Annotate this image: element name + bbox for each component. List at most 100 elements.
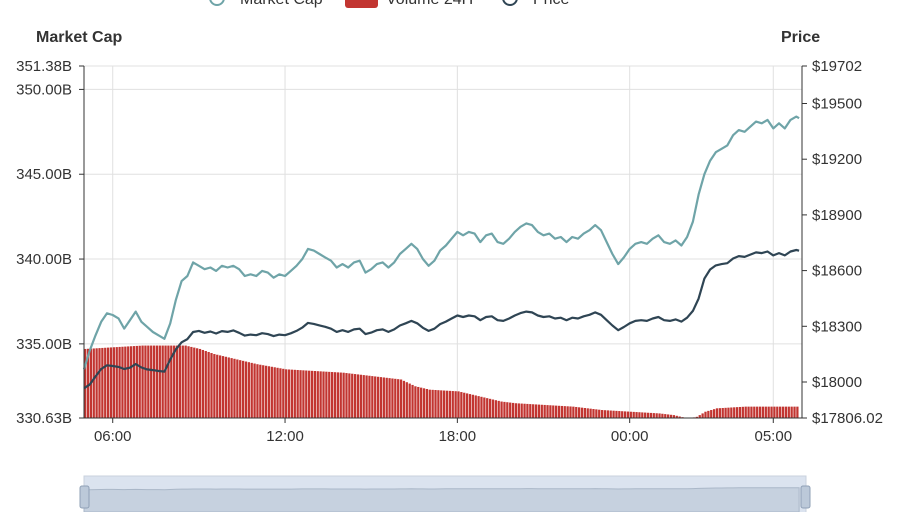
legend-label-price: Price (533, 0, 570, 8)
volume-bar (391, 378, 394, 418)
volume-bar (121, 346, 124, 418)
volume-bar (104, 347, 107, 418)
volume-bar (135, 345, 138, 418)
volume-bar (575, 406, 578, 418)
volume-bar (106, 347, 110, 418)
volume-bar (529, 404, 532, 418)
volume-bar (563, 406, 566, 418)
volume-bar (747, 406, 750, 418)
volume-bar (239, 360, 242, 418)
volume-bars (84, 345, 799, 418)
volume-bar (491, 399, 495, 418)
volume-bar (583, 407, 586, 418)
left-tick-label: 345.00B (16, 166, 72, 183)
right-axis-title: Price (781, 29, 820, 46)
volume-bar (621, 411, 624, 418)
volume-bar (333, 372, 337, 418)
volume-bar (779, 406, 782, 418)
volume-bar (218, 355, 222, 418)
volume-bar (124, 346, 127, 418)
legend-item-market-cap[interactable]: Market Cap (202, 0, 323, 8)
volume-bar (259, 364, 262, 418)
volume-bar (405, 382, 408, 418)
volume-bar (615, 410, 618, 418)
volume-bar (497, 400, 500, 418)
volume-bar (345, 373, 348, 418)
volume-bar (540, 404, 543, 418)
volume-bar (101, 347, 104, 418)
volume-bar (339, 372, 342, 418)
volume-bar (362, 375, 365, 418)
legend-item-price[interactable]: Price (495, 0, 570, 8)
left-tick-label: 340.00B (16, 251, 72, 268)
volume-bar (698, 415, 701, 418)
volume-bar (646, 412, 650, 418)
volume-bar (612, 410, 615, 418)
volume-bar (672, 415, 676, 418)
volume-bar (109, 347, 113, 418)
axes (79, 65, 807, 423)
volume-bar (600, 410, 604, 418)
volume-bar (468, 394, 472, 418)
legend[interactable]: Market Cap Volume 24H Price (202, 0, 570, 8)
data-zoom-slider[interactable] (79, 475, 811, 512)
volume-bar (175, 345, 179, 418)
volume-bar (710, 410, 713, 418)
volume-bar (606, 410, 609, 418)
volume-bar (247, 362, 250, 418)
volume-bar (618, 411, 621, 418)
volume-bar (348, 373, 351, 418)
volume-bar (190, 346, 193, 418)
volume-bar (669, 414, 673, 418)
right-tick-label: $18600 (812, 263, 862, 280)
volume-bar (325, 371, 328, 418)
volume-bar (267, 366, 271, 418)
volume-bar (282, 368, 285, 418)
volume-bar (359, 374, 362, 418)
volume-bar (609, 410, 612, 418)
legend-item-volume[interactable]: Volume 24H (345, 0, 473, 8)
volume-bar (460, 392, 463, 418)
right-tick-label: $19702 (812, 58, 862, 75)
x-tick-label: 00:00 (611, 428, 649, 445)
volume-bar (761, 406, 765, 418)
volume-bar (216, 354, 219, 418)
volume-bar (287, 369, 291, 418)
volume-bar (256, 364, 259, 418)
data-zoom-handle-left[interactable] (79, 485, 90, 509)
volume-bar (770, 406, 773, 418)
volume-bar (276, 367, 279, 418)
legend-label-market-cap: Market Cap (240, 0, 323, 8)
volume-bar (715, 408, 719, 418)
volume-bar (127, 346, 130, 418)
volume-bar (738, 406, 742, 418)
volume-bar (227, 357, 230, 418)
volume-bar (313, 371, 317, 418)
volume-bar (532, 404, 535, 418)
volume-bar (84, 348, 87, 418)
volume-bar (641, 412, 644, 418)
right-tick-label: $18000 (812, 374, 862, 391)
data-zoom-handle-right[interactable] (800, 485, 811, 509)
volume-bar (98, 348, 101, 418)
volume-bar (457, 391, 460, 418)
volume-bar (440, 390, 443, 418)
volume-bar (555, 405, 558, 418)
volume-bar (744, 406, 747, 418)
volume-bar (379, 377, 383, 418)
volume-bar (629, 411, 632, 418)
volume-bar (764, 406, 767, 418)
right-tick-label: $18900 (812, 207, 862, 224)
volume-bar (356, 374, 360, 418)
volume-bar (773, 406, 776, 418)
volume-bar (592, 409, 595, 418)
grid-lines (84, 65, 802, 419)
volume-bar (537, 404, 541, 418)
x-tick-label: 12:00 (266, 428, 304, 445)
volume-bar (675, 415, 678, 418)
volume-bar (187, 346, 190, 418)
left-tick-label: 330.63B (16, 410, 72, 427)
volume-bar (486, 398, 489, 418)
volume-bar (353, 374, 357, 418)
volume-bar (316, 371, 319, 418)
